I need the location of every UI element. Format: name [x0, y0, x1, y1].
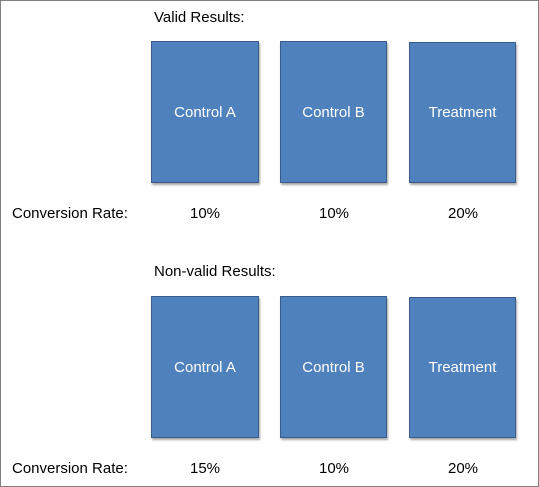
rate-control-a: 15%	[189, 460, 221, 477]
group-box-control-a: Control A	[151, 41, 259, 183]
rate-control-a: 10%	[189, 205, 221, 222]
rate-control-b: 10%	[318, 460, 350, 477]
rate-treatment: 20%	[447, 205, 479, 222]
group-box-control-b: Control B	[280, 41, 387, 183]
group-box-treatment: Treatment	[409, 297, 516, 438]
group-box-treatment: Treatment	[409, 42, 516, 183]
conversion-rate-label: Conversion Rate:	[12, 205, 128, 222]
section-title-non-valid: Non-valid Results:	[154, 263, 276, 280]
group-label: Control B	[302, 103, 365, 121]
rate-treatment: 20%	[447, 460, 479, 477]
group-label: Control A	[174, 358, 236, 376]
group-label: Control A	[174, 103, 236, 121]
group-label: Treatment	[428, 104, 497, 121]
group-label: Control B	[302, 358, 365, 376]
group-box-control-a: Control A	[151, 296, 259, 438]
conversion-rate-label: Conversion Rate:	[12, 460, 128, 477]
rate-control-b: 10%	[318, 205, 350, 222]
group-label: Treatment	[428, 359, 497, 376]
section-title-valid: Valid Results:	[154, 9, 245, 26]
group-box-control-b: Control B	[280, 296, 387, 438]
